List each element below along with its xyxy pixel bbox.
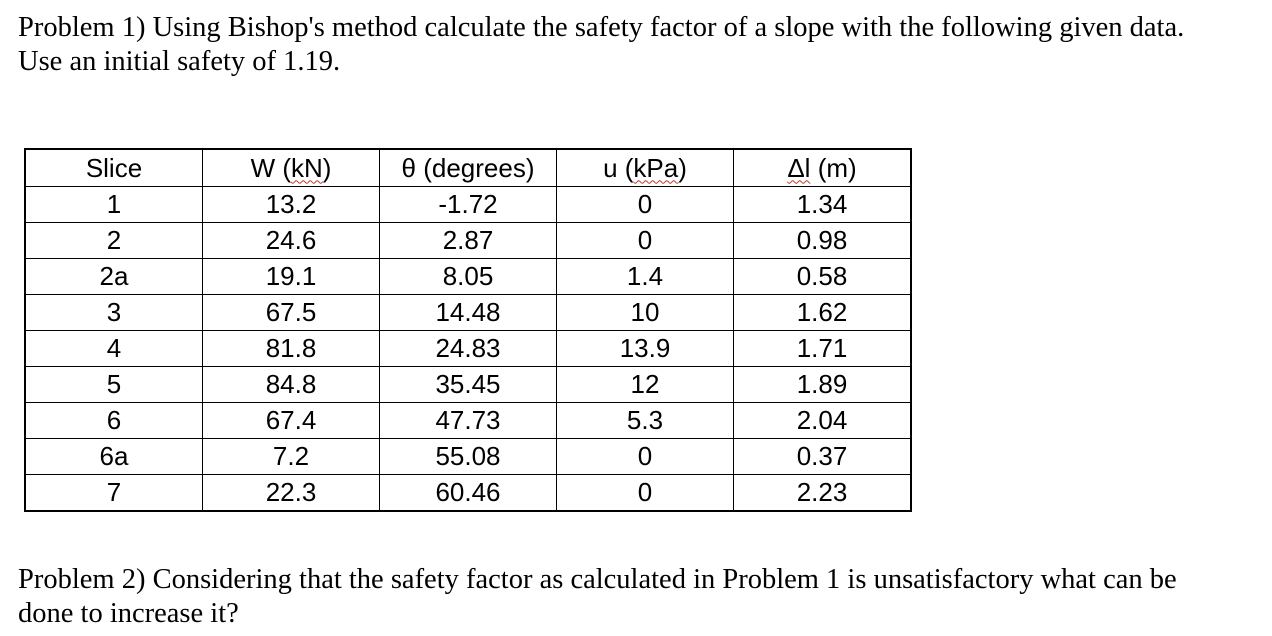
table-row: 2a 19.1 8.05 1.4 0.58 <box>24 258 912 295</box>
cell-slice: 5 <box>24 366 203 403</box>
cell-length: 1.34 <box>733 186 912 223</box>
cell-length: 0.58 <box>733 258 912 295</box>
cell-pore-pressure: 1.4 <box>556 258 734 295</box>
cell-length: 1.62 <box>733 294 912 331</box>
table-header-row: Slice W (kN) θ (degrees) u (kPa) Δl (m) <box>24 148 912 187</box>
cell-weight: 84.8 <box>202 366 380 403</box>
cell-pore-pressure: 0 <box>556 186 734 223</box>
cell-slice: 1 <box>24 186 203 223</box>
cell-slice: 6a <box>24 438 203 475</box>
header-weight: W (kN) <box>202 148 380 187</box>
cell-weight: 22.3 <box>202 474 380 512</box>
cell-pore-pressure: 10 <box>556 294 734 331</box>
cell-slice: 2 <box>24 222 203 259</box>
header-weight-unit: kN <box>290 152 323 183</box>
table-row: 3 67.5 14.48 10 1.62 <box>24 294 912 331</box>
cell-theta: 47.73 <box>379 402 557 439</box>
header-length: Δl (m) <box>733 148 912 187</box>
problem-2-line-1: Problem 2) Considering that the safety f… <box>18 564 1177 595</box>
header-u-suffix: ) <box>678 152 687 183</box>
cell-theta: 8.05 <box>379 258 557 295</box>
header-u-prefix: u ( <box>603 152 634 183</box>
problem-1-line-2: Use an initial safety of 1.19. <box>18 46 341 77</box>
cell-length: 1.71 <box>733 330 912 367</box>
header-length-symbol: Δl <box>787 152 811 183</box>
header-theta: θ (degrees) <box>379 148 557 187</box>
problem-2-line-2: done to increase it? <box>18 598 239 629</box>
cell-length: 0.37 <box>733 438 912 475</box>
cell-slice: 3 <box>24 294 203 331</box>
cell-weight: 13.2 <box>202 186 380 223</box>
cell-length: 0.98 <box>733 222 912 259</box>
table-row: 4 81.8 24.83 13.9 1.71 <box>24 330 912 367</box>
cell-theta: 24.83 <box>379 330 557 367</box>
cell-slice: 6 <box>24 402 203 439</box>
cell-length: 2.04 <box>733 402 912 439</box>
cell-weight: 19.1 <box>202 258 380 295</box>
header-weight-prefix: W ( <box>250 152 291 183</box>
cell-theta: 35.45 <box>379 366 557 403</box>
header-slice: Slice <box>24 148 203 187</box>
header-u-unit: kPa <box>633 152 679 183</box>
problem-1-line-1: Problem 1) Using Bishop's method calcula… <box>18 12 1185 43</box>
cell-slice: 2a <box>24 258 203 295</box>
cell-weight: 81.8 <box>202 330 380 367</box>
cell-weight: 67.5 <box>202 294 380 331</box>
cell-theta: -1.72 <box>379 186 557 223</box>
table-row: 2 24.6 2.87 0 0.98 <box>24 222 912 259</box>
problem-2-text: Problem 2) Considering that the safety f… <box>18 563 1268 631</box>
table-row: 5 84.8 35.45 12 1.89 <box>24 366 912 403</box>
header-weight-suffix: ) <box>322 152 332 183</box>
slice-data-table: Slice W (kN) θ (degrees) u (kPa) Δl (m) … <box>24 148 912 512</box>
cell-pore-pressure: 0 <box>556 474 734 512</box>
table-row: 7 22.3 60.46 0 2.23 <box>24 474 912 512</box>
cell-theta: 60.46 <box>379 474 557 512</box>
cell-theta: 55.08 <box>379 438 557 475</box>
cell-weight: 67.4 <box>202 402 380 439</box>
cell-pore-pressure: 12 <box>556 366 734 403</box>
header-length-suffix: (m) <box>810 152 857 183</box>
table-row: 6 67.4 47.73 5.3 2.04 <box>24 402 912 439</box>
cell-length: 1.89 <box>733 366 912 403</box>
table-row: 1 13.2 -1.72 0 1.34 <box>24 186 912 223</box>
cell-slice: 4 <box>24 330 203 367</box>
cell-slice: 7 <box>24 474 203 512</box>
cell-pore-pressure: 13.9 <box>556 330 734 367</box>
cell-pore-pressure: 0 <box>556 438 734 475</box>
cell-theta: 14.48 <box>379 294 557 331</box>
cell-theta: 2.87 <box>379 222 557 259</box>
cell-length: 2.23 <box>733 474 912 512</box>
header-pore-pressure: u (kPa) <box>556 148 734 187</box>
cell-pore-pressure: 0 <box>556 222 734 259</box>
cell-weight: 7.2 <box>202 438 380 475</box>
cell-weight: 24.6 <box>202 222 380 259</box>
table-body: 1 13.2 -1.72 0 1.34 2 24.6 2.87 0 0.98 2… <box>24 186 912 512</box>
table-row: 6a 7.2 55.08 0 0.37 <box>24 438 912 475</box>
problem-1-text: Problem 1) Using Bishop's method calcula… <box>18 11 1268 79</box>
cell-pore-pressure: 5.3 <box>556 402 734 439</box>
